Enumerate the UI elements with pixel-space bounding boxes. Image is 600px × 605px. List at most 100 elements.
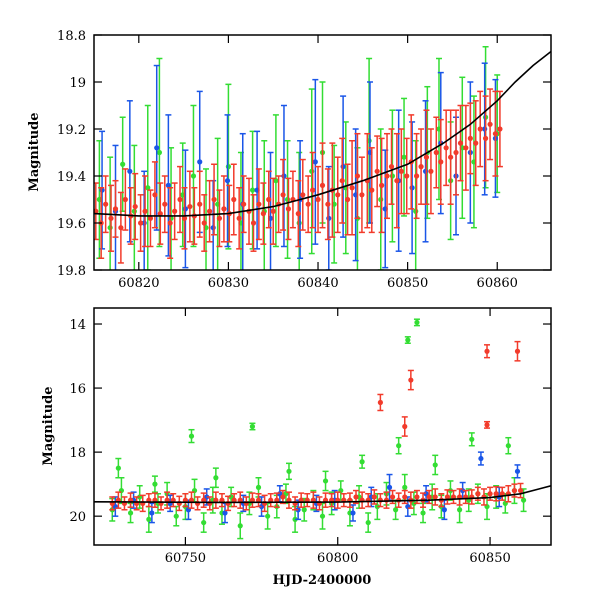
bottom-red-point	[176, 495, 183, 512]
top-red-point	[122, 168, 129, 231]
bottom-red-point	[426, 489, 433, 505]
bottom-blue-point	[148, 502, 155, 524]
bottom-green-point	[285, 462, 292, 481]
top-red-point	[285, 177, 292, 241]
top-red-point	[137, 194, 144, 252]
bottom-red-point	[514, 340, 521, 362]
bottom-blue-point	[477, 451, 484, 466]
top-red-point	[339, 137, 346, 224]
top-green-point	[401, 97, 408, 217]
top-green-point	[225, 83, 232, 250]
top-red-point	[177, 165, 184, 234]
top-y-tick-label: 19	[69, 76, 86, 91]
bottom-data-points	[109, 318, 527, 540]
top-red-point	[181, 187, 188, 250]
top-model-curve	[94, 50, 551, 217]
top-red-point	[427, 128, 434, 215]
top-y-axis-label: Magnitude	[27, 112, 42, 191]
bottom-red-point	[304, 493, 311, 508]
top-y-tick-label: 19.6	[57, 217, 86, 232]
x-axis-label: HJD-2400000	[273, 573, 372, 588]
top-red-point	[270, 177, 277, 245]
bottom-red-point	[420, 492, 427, 508]
top-red-point	[462, 104, 469, 191]
top-panel: 60820 60830 60840 60850 60860 18.8 19 19.2 19.4 1…	[27, 29, 552, 291]
top-x-tick-label: 60860	[477, 276, 518, 291]
bottom-green-point	[413, 318, 420, 327]
top-red-point	[220, 175, 227, 243]
top-red-point	[398, 128, 405, 215]
bottom-green-point	[282, 483, 289, 505]
top-red-point	[250, 194, 257, 252]
bottom-red-point	[316, 496, 323, 511]
bottom-y-tick-label: 20	[69, 510, 86, 525]
top-red-point	[260, 182, 267, 245]
bottom-red-point	[121, 496, 128, 511]
bottom-blue-point	[222, 502, 229, 524]
bottom-red-point	[401, 416, 408, 437]
top-red-point	[457, 104, 464, 182]
bottom-red-point	[145, 493, 152, 508]
bottom-red-point	[407, 369, 414, 391]
top-red-point	[388, 128, 395, 205]
top-x-tick-label: 60840	[297, 276, 338, 291]
top-red-point	[319, 142, 326, 229]
bottom-green-point	[359, 454, 366, 469]
top-red-point	[453, 109, 460, 196]
top-red-point	[295, 179, 302, 248]
bottom-y-tick-label: 16	[69, 382, 86, 397]
top-red-point	[334, 156, 341, 234]
top-green-point	[389, 109, 396, 243]
top-red-point	[211, 163, 218, 236]
bottom-red-point	[279, 489, 286, 505]
top-red-point	[142, 175, 149, 248]
bottom-red-point	[484, 344, 491, 359]
top-green-point	[308, 88, 315, 255]
top-red-point	[299, 158, 306, 231]
bottom-red-point	[127, 492, 134, 508]
top-red-point	[418, 128, 425, 205]
bottom-red-point	[158, 496, 165, 511]
bottom-red-point	[517, 482, 524, 499]
top-data-points	[94, 46, 503, 270]
bottom-red-point	[188, 491, 195, 509]
top-red-point	[132, 172, 139, 241]
top-red-point	[496, 90, 503, 168]
bottom-red-point	[218, 493, 225, 508]
bottom-blue-point	[349, 504, 356, 522]
top-red-point	[467, 102, 474, 175]
top-blue-point	[165, 114, 172, 257]
top-red-point	[437, 118, 444, 205]
bottom-red-point	[243, 496, 250, 511]
top-x-tick-label: 60850	[387, 276, 428, 291]
top-red-point	[305, 175, 312, 234]
bottom-green-point	[322, 470, 329, 492]
top-red-point	[433, 116, 440, 189]
top-red-point	[349, 140, 356, 236]
bottom-red-point	[322, 492, 329, 508]
bottom-green-point	[173, 505, 180, 527]
top-red-point	[354, 132, 361, 220]
top-red-point	[147, 189, 154, 248]
bottom-green-point	[115, 457, 122, 479]
bottom-green-point	[465, 488, 472, 513]
top-blue-point	[210, 179, 217, 270]
top-red-point	[196, 170, 203, 238]
bottom-green-point	[432, 454, 439, 476]
top-red-point	[358, 156, 365, 234]
top-red-point	[157, 182, 164, 245]
top-y-tick-label: 19.4	[57, 170, 86, 185]
bottom-red-point	[267, 493, 274, 508]
top-blue-point	[126, 100, 133, 243]
top-green-point	[272, 114, 279, 248]
bottom-blue-point	[441, 499, 448, 521]
top-green-point	[107, 156, 114, 270]
bottom-red-point	[484, 420, 491, 429]
bottom-red-point	[200, 492, 207, 508]
bottom-green-point	[395, 436, 402, 455]
bottom-red-point	[231, 493, 238, 508]
top-red-point	[324, 168, 331, 241]
bottom-plot-frame	[93, 307, 552, 546]
top-blue-point	[224, 114, 231, 248]
top-red-point	[117, 191, 124, 264]
